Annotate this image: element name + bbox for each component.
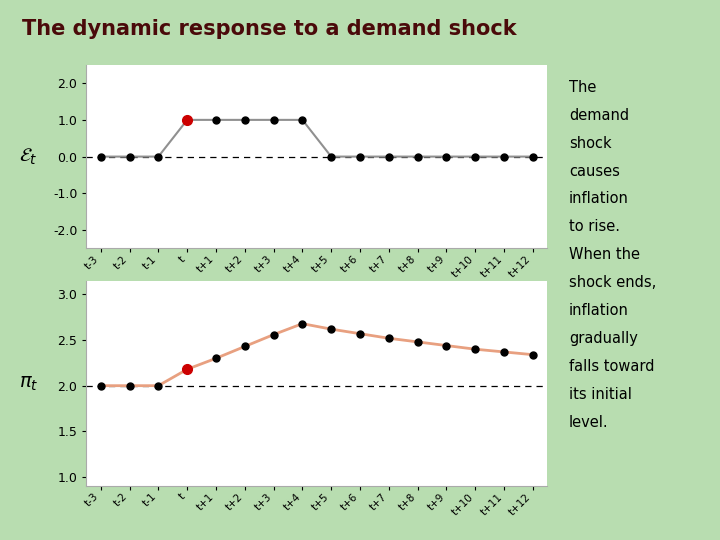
Text: When the: When the	[569, 247, 640, 262]
Text: The: The	[569, 80, 596, 95]
Text: demand: demand	[569, 107, 629, 123]
Text: shock: shock	[569, 136, 611, 151]
Text: level.: level.	[569, 415, 608, 430]
Text: its initial: its initial	[569, 387, 631, 402]
Text: to rise.: to rise.	[569, 219, 620, 234]
Text: $\mathcal{E}_t$: $\mathcal{E}_t$	[19, 146, 38, 167]
Text: falls toward: falls toward	[569, 359, 654, 374]
Text: inflation: inflation	[569, 192, 629, 206]
Text: The dynamic response to a demand shock: The dynamic response to a demand shock	[22, 19, 516, 39]
Text: shock ends,: shock ends,	[569, 275, 656, 290]
Text: inflation: inflation	[569, 303, 629, 318]
Text: causes: causes	[569, 164, 620, 179]
Text: $\pi_t$: $\pi_t$	[19, 374, 39, 393]
Text: gradually: gradually	[569, 331, 638, 346]
